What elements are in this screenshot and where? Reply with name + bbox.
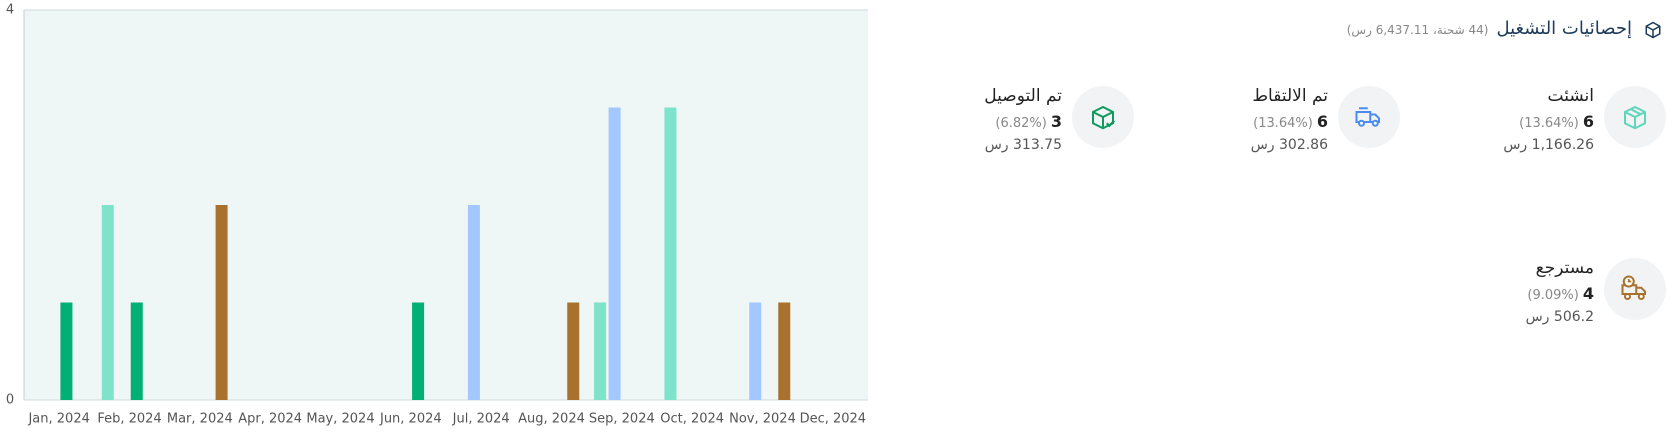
x-tick-label: Apr, 2024 (238, 412, 302, 427)
stat-text: تم الالتقاط 6(13.64%) 302.86 رس (1251, 86, 1328, 153)
icon (1355, 107, 1380, 127)
x-tick-label: May, 2024 (306, 412, 374, 427)
bar (130, 302, 143, 400)
x-tick-label: Mar, 2024 (167, 412, 233, 427)
chart: 0 4 Jan, 2024 Feb, 2024 Mar, 2024 Apr, 2024 Ma… (6, 3, 868, 427)
stat-card: انشئت 6(13.64%) 1,166.26 رس (1503, 86, 1666, 153)
stat-text: مسترجع 4(9.09%) 506.2 رس (1526, 258, 1594, 325)
plot-bg (24, 10, 868, 400)
stat-row: 6(13.64%) (1251, 112, 1328, 131)
stat-text: تم التوصيل 3(6.82%) 313.75 رس (984, 86, 1062, 153)
icon (1621, 275, 1646, 300)
y-tick-label: 0 (6, 393, 14, 408)
bar (594, 302, 607, 400)
x-tick-label: Nov, 2024 (729, 412, 796, 427)
y-tick-label: 4 (6, 3, 14, 18)
stat-label: انشئت (1547, 86, 1594, 106)
stat-label: تم التوصيل (984, 86, 1062, 106)
bar (467, 205, 480, 400)
stat-count: 4 (1582, 284, 1594, 303)
x-tick-label: Dec, 2024 (800, 412, 867, 427)
x-tick-label: Jan, 2024 (27, 412, 89, 427)
stat-amount: 1,166.26 رس (1503, 137, 1594, 153)
stat-percent: (6.82%) (995, 116, 1047, 131)
x-tick-label: Sep, 2024 (589, 412, 655, 427)
icon (1624, 105, 1646, 130)
stat-percent: (13.64%) (1519, 116, 1579, 131)
stat-label: تم الالتقاط (1252, 86, 1328, 106)
title: إحصائيات التشغيل (1496, 18, 1632, 39)
bar (664, 107, 677, 400)
stat-card: تم التوصيل 3(6.82%) 313.75 رس (984, 86, 1134, 153)
bar (778, 302, 791, 400)
stat-count: 6 (1582, 112, 1594, 131)
stat-percent: (9.09%) (1527, 288, 1579, 303)
stat-icon (1072, 86, 1134, 148)
stat-row: 6(13.64%) (1503, 112, 1594, 131)
bar (215, 205, 228, 400)
bar (749, 302, 762, 400)
stat-amount: 313.75 رس (984, 137, 1062, 153)
stat-row: 4(9.09%) (1526, 284, 1594, 303)
icon (1092, 105, 1116, 130)
header-icon (1645, 21, 1661, 39)
bar (101, 205, 114, 400)
subtitle: (44 شحنة، 6,437.11 رس) (1346, 23, 1489, 37)
stat-percent: (13.64%) (1253, 116, 1313, 131)
bar (60, 302, 73, 400)
stat-amount: 302.86 رس (1250, 137, 1328, 153)
x-tick-label: Aug, 2024 (518, 412, 585, 427)
stat-count: 6 (1316, 112, 1328, 131)
header: إحصائيات التشغيل (44 شحنة، 6,437.11 رس) (1347, 18, 1632, 39)
stat-label: مسترجع (1535, 258, 1594, 278)
bar (608, 107, 621, 400)
stat-amount: 506.2 رس (1525, 309, 1594, 325)
x-tick-label: Feb, 2024 (97, 412, 161, 427)
stats-panel: إحصائيات التشغيل (44 شحنة، 6,437.11 رس) … (870, 0, 1672, 433)
x-tick-label: Oct, 2024 (660, 412, 724, 427)
bar (567, 302, 580, 400)
x-tick-label: Jul, 2024 (452, 412, 510, 427)
stat-icon (1338, 86, 1400, 148)
bar (412, 302, 425, 400)
x-tick-label: Jun, 2024 (379, 412, 442, 427)
stat-row: 3(6.82%) (984, 112, 1062, 131)
stat-card: تم الالتقاط 6(13.64%) 302.86 رس (1251, 86, 1400, 153)
stat-icon (1604, 86, 1666, 148)
stat-count: 3 (1050, 112, 1062, 131)
stat-text: انشئت 6(13.64%) 1,166.26 رس (1503, 86, 1594, 153)
stat-icon (1604, 258, 1666, 320)
stat-card: مسترجع 4(9.09%) 506.2 رس (1526, 258, 1666, 325)
